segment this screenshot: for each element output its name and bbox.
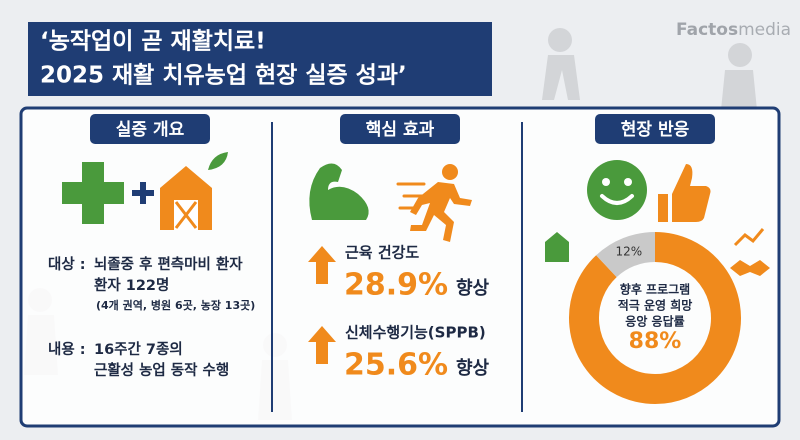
up-arrow	[308, 246, 336, 284]
donut-chart: 88% 12%	[569, 232, 741, 404]
item-line: 16주간 7종의	[94, 340, 183, 358]
section-heading: 현장 반응	[621, 120, 690, 140]
effect-suffix: 향상	[456, 278, 490, 299]
donut-center-line: 응앙 응답률	[625, 314, 684, 329]
heading-pill	[595, 114, 715, 144]
title-line: ‘농작업이 곧 재활치료!	[40, 29, 266, 55]
donut-value-label: 88%	[629, 329, 682, 354]
up-arrow	[308, 326, 336, 364]
donut-value-label: 12%	[616, 244, 643, 258]
effect-value: 28.9%	[344, 268, 448, 303]
title-box	[28, 22, 492, 96]
brand: Factosmedia	[676, 20, 791, 40]
title-line: 2025 재활 치유농업 현장 실증 성과’	[40, 63, 407, 89]
brand-bold: Factos	[676, 20, 738, 40]
effect-label: 신체수행기능(SPPB)	[345, 324, 486, 342]
donut-segment	[569, 232, 741, 404]
heading-pill	[340, 114, 460, 144]
effect-value: 25.6%	[344, 348, 448, 383]
reaction-icons	[545, 160, 770, 276]
donut-segment	[596, 232, 656, 278]
donut-center-line: 적극 운영 희망	[618, 298, 693, 313]
donut-center-line: 향후 프로그램	[620, 282, 690, 297]
effect-label: 근육 건강도	[345, 244, 419, 262]
item-label: 내용 :	[48, 341, 86, 358]
medical-farm-icon	[62, 152, 228, 230]
heading-pill	[90, 114, 210, 144]
item-line: 환자 122명	[94, 276, 169, 294]
section-heading: 실증 개요	[116, 120, 185, 140]
muscle-run-icon	[309, 163, 472, 242]
effect-suffix: 향상	[456, 358, 490, 379]
brand-light: media	[738, 20, 791, 40]
item-note: (4개 권역, 병원 6곳, 농장 13곳)	[96, 298, 255, 312]
item-line: 뇌졸중 후 편측마비 환자	[94, 255, 243, 273]
section-heading: 핵심 효과	[366, 120, 435, 140]
item-label: 대상 :	[48, 256, 86, 273]
item-line: 근활성 농업 동작 수행	[94, 361, 229, 379]
